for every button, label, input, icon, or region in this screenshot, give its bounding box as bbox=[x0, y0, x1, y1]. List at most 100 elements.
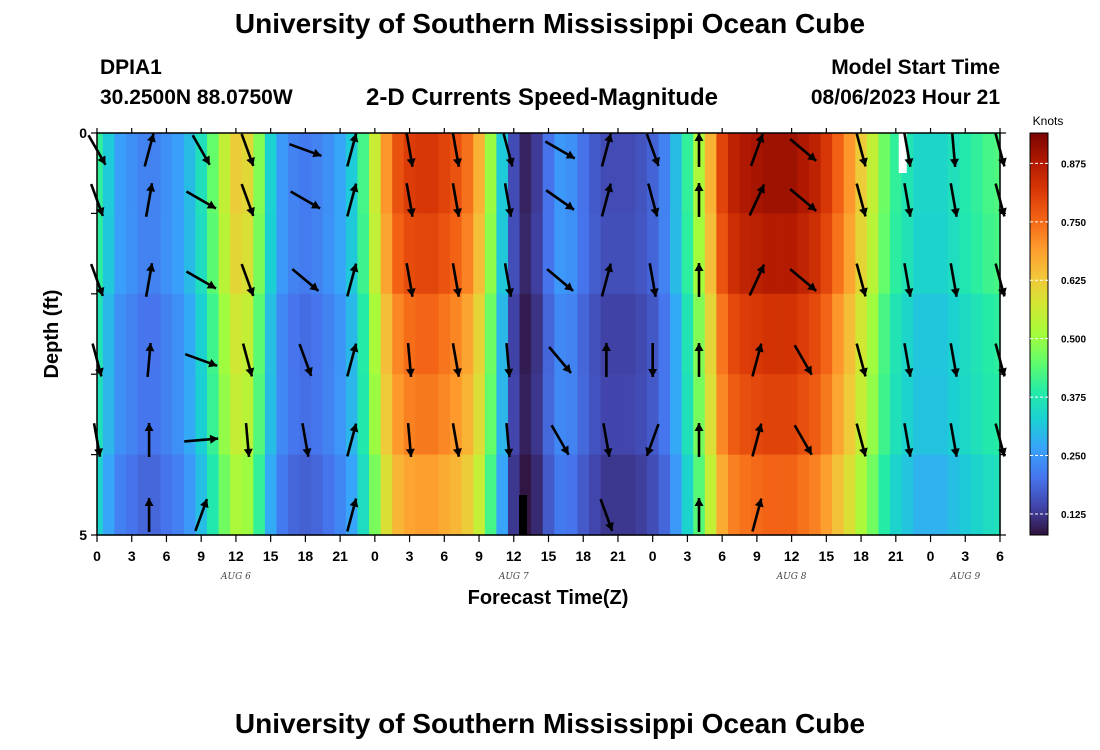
arrow-head bbox=[144, 423, 154, 431]
heatmap-cell bbox=[554, 293, 567, 375]
heatmap-cell bbox=[913, 454, 926, 536]
heatmap-cell bbox=[670, 213, 683, 295]
heatmap-cell bbox=[288, 374, 301, 456]
heatmap-cell bbox=[577, 293, 590, 375]
current-arrow bbox=[144, 183, 156, 217]
heatmap-cell bbox=[693, 454, 706, 536]
heatmap-cell bbox=[959, 133, 972, 214]
current-arrow bbox=[301, 423, 312, 457]
heatmap-cell bbox=[149, 454, 162, 536]
x-tick-label: 15 bbox=[819, 548, 835, 564]
arrow-head bbox=[349, 183, 359, 193]
heatmap-cell bbox=[982, 293, 995, 375]
heatmap-cell bbox=[681, 133, 694, 214]
x-tick-label: 18 bbox=[575, 548, 591, 564]
heatmap-cell bbox=[843, 133, 856, 214]
heatmap-cell bbox=[936, 133, 949, 214]
heatmap-cell bbox=[172, 213, 185, 295]
current-arrow bbox=[194, 498, 209, 532]
heatmap-cell bbox=[241, 454, 254, 536]
arrow-head bbox=[144, 498, 154, 506]
heatmap-cell bbox=[473, 133, 486, 214]
heatmap-cell bbox=[890, 213, 903, 295]
heatmap-cell bbox=[600, 213, 613, 295]
arrow-head bbox=[209, 434, 219, 444]
heatmap-cell bbox=[751, 293, 764, 375]
heatmap-cell bbox=[392, 213, 405, 295]
x-tick-label: 12 bbox=[506, 548, 522, 564]
heatmap-cell bbox=[253, 374, 266, 456]
arrow-head bbox=[560, 445, 569, 455]
current-arrow bbox=[694, 498, 704, 532]
heatmap-cell bbox=[832, 293, 845, 375]
heatmap-cell bbox=[623, 293, 636, 375]
heatmap-cell bbox=[496, 293, 509, 375]
arrow-head bbox=[645, 446, 654, 456]
heatmap-cell bbox=[403, 293, 416, 375]
arrow-head bbox=[950, 368, 960, 377]
current-arrow bbox=[502, 133, 515, 167]
heatmap-cell bbox=[612, 454, 625, 536]
current-arrow bbox=[793, 344, 813, 376]
arrow-head bbox=[756, 184, 765, 194]
heatmap-cell bbox=[890, 293, 903, 375]
y-axis-title: Depth (ft) bbox=[41, 290, 63, 379]
heatmap-cell bbox=[612, 133, 625, 214]
heatmap-cell bbox=[901, 374, 914, 456]
heatmap-cell bbox=[230, 454, 243, 536]
y-tick-label: 0 bbox=[79, 125, 87, 141]
heatmap-cell bbox=[160, 133, 173, 214]
current-arrow bbox=[903, 263, 914, 297]
heatmap-cell bbox=[577, 213, 590, 295]
heatmap-cell bbox=[426, 454, 440, 536]
x-tick-label: 3 bbox=[128, 548, 136, 564]
heatmap-cell bbox=[623, 133, 636, 214]
heatmap-cell bbox=[288, 293, 301, 375]
heatmap-cell bbox=[589, 133, 602, 214]
arrow-head bbox=[807, 202, 817, 211]
heatmap-cell bbox=[149, 133, 162, 214]
heatmap-cell bbox=[693, 374, 706, 456]
heatmap-cell bbox=[473, 293, 486, 375]
heatmap-cell bbox=[137, 213, 150, 295]
colorbar-gradient bbox=[1029, 132, 1049, 536]
heatmap-cell bbox=[264, 213, 278, 295]
heatmap-cell bbox=[322, 454, 335, 536]
heatmap-cell bbox=[253, 213, 266, 295]
heatmap-cell bbox=[704, 454, 717, 536]
current-arrow bbox=[503, 183, 514, 217]
heatmap-cell bbox=[114, 213, 127, 295]
heatmap-cell bbox=[484, 374, 498, 456]
heatmap-cell bbox=[218, 213, 231, 295]
arrow-head bbox=[453, 208, 462, 217]
heatmap-cell bbox=[160, 293, 173, 375]
heatmap-cell bbox=[473, 454, 486, 536]
heatmap-cell bbox=[369, 133, 382, 214]
heatmap-cell bbox=[901, 293, 914, 375]
heatmap-cell bbox=[102, 374, 115, 456]
heatmap-cell bbox=[866, 213, 880, 295]
heatmap-cell bbox=[322, 374, 335, 456]
heatmap-cell bbox=[97, 133, 104, 214]
arrow-head bbox=[245, 367, 255, 377]
model-start-label: Model Start Time bbox=[831, 56, 1000, 79]
heatmap-cell bbox=[589, 374, 602, 456]
x-axis: 0 3 6 9 12 15 18 21 0 3 6 9 12 15 18 21 0 3 6 9 12 15 18 21 0 3 6 A… bbox=[93, 128, 1004, 582]
current-arrow bbox=[751, 343, 764, 377]
current-arrow bbox=[545, 189, 575, 211]
heatmap-cell bbox=[600, 133, 613, 214]
arrow-head bbox=[649, 288, 659, 297]
arrow-head bbox=[349, 423, 359, 433]
arrow-head bbox=[304, 366, 313, 376]
current-arrow bbox=[451, 423, 462, 457]
heatmap-cell bbox=[172, 454, 185, 536]
heatmap-cell bbox=[670, 133, 683, 214]
arrow-head bbox=[755, 134, 765, 144]
heatmap-cell bbox=[276, 213, 289, 295]
heatmap-cell bbox=[762, 213, 775, 295]
heatmap-cell bbox=[322, 213, 335, 295]
heatmap-cell bbox=[519, 293, 532, 375]
current-arrow bbox=[503, 263, 514, 297]
heatmap-cell bbox=[357, 133, 370, 214]
arrow-head bbox=[505, 208, 514, 217]
